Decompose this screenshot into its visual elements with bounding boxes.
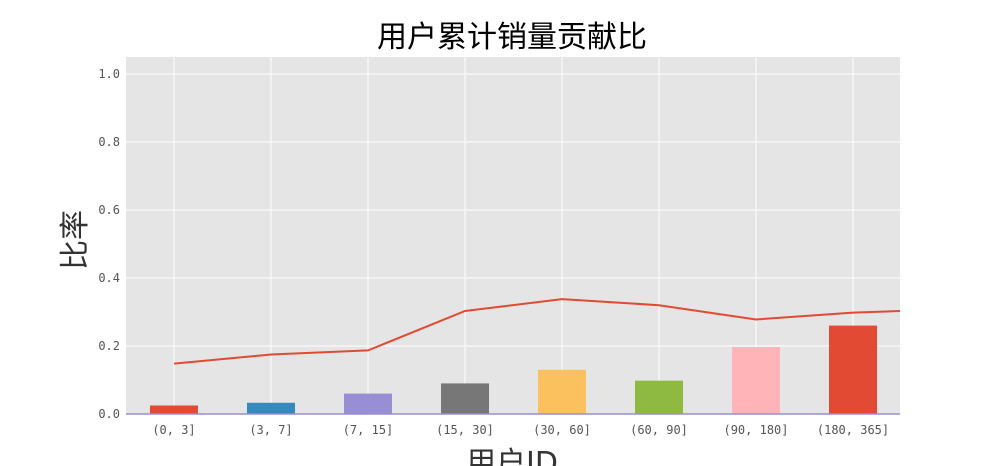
chart-title: 用户累计销量贡献比 <box>377 20 647 55</box>
x-tick-label: (90, 180] <box>723 423 788 437</box>
x-tick-label: (15, 30] <box>436 423 494 437</box>
x-ticks: (0, 3] (3, 7] (7, 15] (15, 30] (30, 60] (60, … <box>152 423 889 437</box>
x-tick-label: (30, 60] <box>533 423 591 437</box>
y-tick-label: 0.0 <box>98 407 120 421</box>
bar <box>732 347 780 414</box>
y-tick-label: 0.6 <box>98 203 120 217</box>
series-line <box>173 298 901 365</box>
y-tick-label: 1.0 <box>98 67 120 81</box>
x-axis-label: 用户ID <box>466 446 558 466</box>
y-axis-label: 比率 <box>58 210 93 270</box>
bar <box>829 325 877 414</box>
x-tick-label: (7, 15] <box>343 423 394 437</box>
y-tick-label: 0.8 <box>98 135 120 149</box>
bar <box>247 402 295 414</box>
plot-area <box>126 57 900 414</box>
x-tick-label: (60, 90] <box>630 423 688 437</box>
bar <box>441 383 489 414</box>
x-tick-label: (3, 7] <box>249 423 292 437</box>
y-tick-label: 0.2 <box>98 339 120 353</box>
bar <box>538 369 586 414</box>
y-tick-label: 0.4 <box>98 271 120 285</box>
bar <box>344 393 392 414</box>
x-tick-label: (180, 365] <box>817 423 889 437</box>
bars <box>150 325 877 414</box>
bar <box>635 380 683 414</box>
y-ticks: 0.0 0.2 0.4 0.6 0.8 1.0 <box>98 67 120 421</box>
bar <box>150 405 198 414</box>
x-tick-label: (0, 3] <box>152 423 195 437</box>
